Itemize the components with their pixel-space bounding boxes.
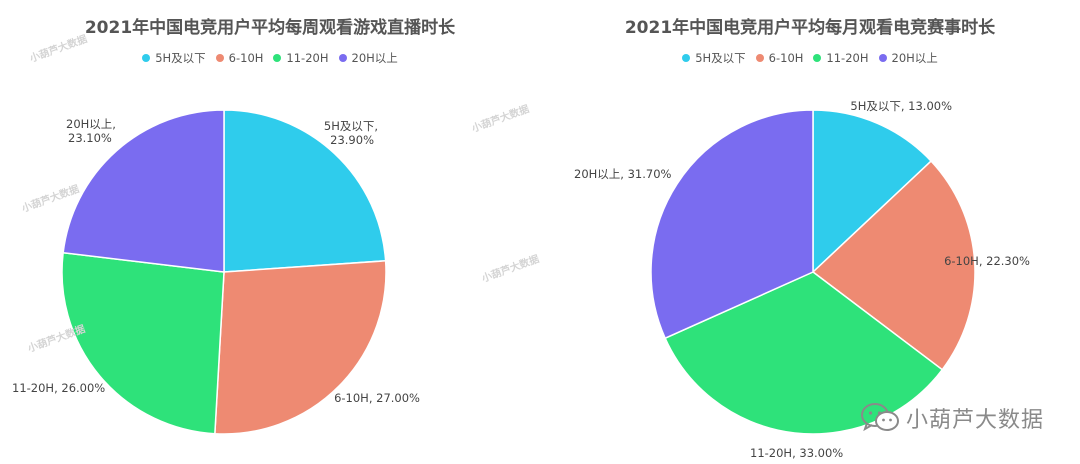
chart-panel-weekly-live: 2021年中国电竞用户平均每周观看游戏直播时长 5H及以下 6-10H 11-2… [0,18,540,435]
chart-title: 2021年中国电竞用户平均每周观看游戏直播时长 [84,18,456,38]
slice-data-label: 23.90% [330,133,374,147]
pie-slice [61,251,225,435]
legend-item: 5H及以下 [682,50,746,66]
legend-item: 20H以上 [878,50,938,66]
pie-chart-weekly-live: 5H及以下,23.90% 6-10H, 27.00% 11-20H, 26.00% 2… [12,109,420,435]
legend-swatch [142,54,151,62]
pie-slice [812,109,933,274]
legend-item: 6-10H [215,50,264,66]
legend-swatch [338,54,347,62]
pie-slice [62,109,225,273]
legend-swatch [755,54,764,62]
slice-data-label: 5H及以下, [324,119,378,133]
pie-slice [650,109,814,340]
pie-slice [664,271,944,435]
slice-data-label: 6-10H, 27.00% [334,391,420,405]
pie-slice [223,109,387,273]
legend-swatch [215,54,224,62]
pie-slice [811,160,976,371]
legend-item: 6-10H [755,50,804,66]
legend-item: 11-20H [273,50,329,66]
legend-label: 11-20H [826,51,869,65]
legend-label: 6-10H [228,51,264,65]
chart-legend: 5H及以下 6-10H 11-20H 20H以上 [0,50,540,66]
legend-label: 20H以上 [351,51,398,65]
legend-swatch [682,54,691,62]
brand-watermark: 小葫芦大数据 [860,402,1044,434]
legend-swatch [813,54,822,62]
pie-chart-monthly-esports: 5H及以下, 13.00% 6-10H, 22.30% 11-20H, 33.00%… [574,99,1030,460]
slice-data-label: 20H以上, [66,117,116,131]
legend-item: 20H以上 [338,50,398,66]
legend-label: 11-20H [286,51,329,65]
chart-panel-monthly-esports: 2021年中国电竞用户平均每月观看电竞赛事时长 5H及以下 6-10H 11-2… [540,0,1080,464]
slice-data-label: 11-20H, 33.00% [750,446,843,460]
chart-legend: 5H及以下 6-10H 11-20H 20H以上 [540,50,1080,66]
slice-data-label: 6-10H, 22.30% [944,254,1030,268]
brand-text: 小葫芦大数据 [905,408,1044,433]
slice-data-label: 5H及以下, 13.00% [850,99,952,113]
slice-data-label: 20H以上, 31.70% [574,167,672,181]
legend-swatch [273,54,282,62]
chart-title: 2021年中国电竞用户平均每月观看电竞赛事时长 [624,18,996,38]
legend-label: 6-10H [768,51,804,65]
slice-data-label: 11-20H, 26.00% [12,381,105,395]
legend-label: 5H及以下 [695,51,746,65]
legend-item: 11-20H [813,50,869,66]
legend-label: 20H以上 [891,51,938,65]
legend-item: 5H及以下 [142,50,206,66]
legend-swatch [878,54,887,62]
slice-data-label: 23.10% [68,131,112,145]
pie-slice [214,260,387,435]
wechat-icon [860,403,899,432]
legend-label: 5H及以下 [155,51,206,65]
